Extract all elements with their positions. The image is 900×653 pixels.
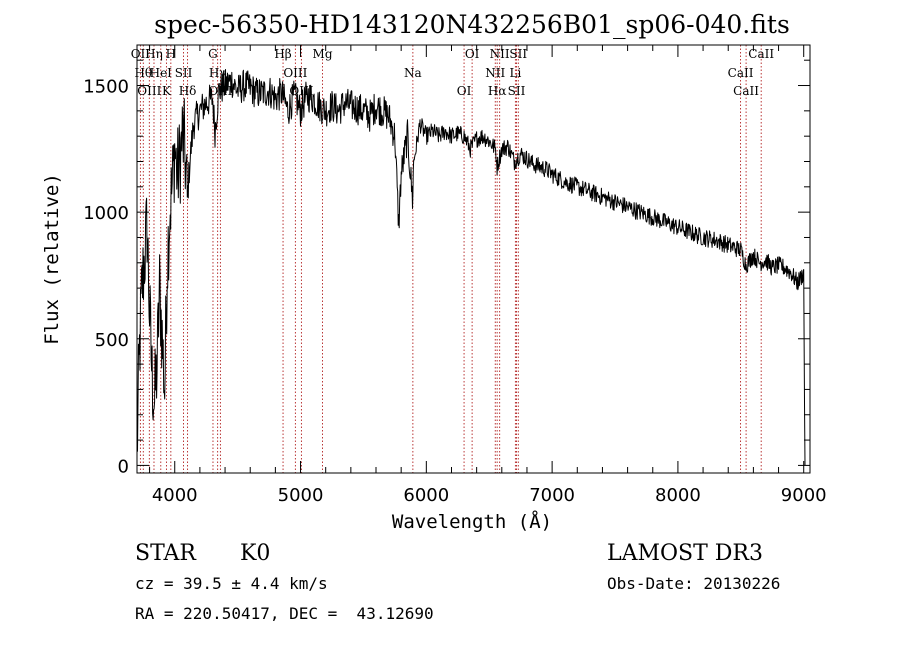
object-class: STAR [135, 541, 197, 566]
line-label: Hα [488, 84, 507, 98]
line-label: K [162, 84, 172, 98]
x-tick-label: 9000 [781, 485, 827, 506]
line-label: OI [465, 47, 480, 61]
line-label: H [166, 47, 176, 61]
line-label: Mg [313, 47, 333, 61]
redshift-cz: cz = 39.5 ± 4.4 km/s [135, 574, 328, 593]
line-label: SII [175, 66, 193, 80]
axis-tick-labels: 4000 5000 6000 7000 8000 9000 0 500 1000 1500 [83, 77, 826, 506]
line-label: Hγ [209, 66, 227, 80]
line-label: Li [509, 66, 521, 80]
line-label: Na [404, 66, 422, 80]
spectral-line-labels: OIIHθOIIIHηHeIKHSIIHδGHγOIIIHβOIIIOIIIMg… [131, 47, 775, 98]
line-label: Hθ [134, 66, 152, 80]
y-tick-label: 1500 [83, 77, 129, 98]
line-label: NII [485, 66, 505, 80]
observation-date: Obs-Date: 20130226 [607, 574, 780, 593]
y-tick-label: 0 [118, 456, 129, 477]
flux-series [136, 69, 806, 466]
axis-ticks [137, 45, 810, 473]
x-axis-title: Wavelength (Å) [392, 510, 552, 533]
spectral-line-markers [139, 45, 762, 473]
y-tick-label: 500 [95, 330, 129, 351]
x-tick-label: 7000 [529, 485, 575, 506]
object-subclass: K0 [240, 541, 270, 566]
plot-frame [136, 44, 811, 474]
x-tick-label: 6000 [403, 485, 449, 506]
line-label: CaII [728, 66, 754, 80]
x-tick-label: 5000 [278, 485, 324, 506]
y-axis-title: Flux (relative) [41, 173, 63, 345]
line-label: OIII [283, 66, 307, 80]
survey-name: LAMOST DR3 [607, 541, 763, 566]
line-label: CaII [733, 84, 759, 98]
line-label: SII [508, 84, 526, 98]
line-label: G [208, 47, 218, 61]
x-tick-label: 8000 [655, 485, 701, 506]
line-label: OIII [137, 84, 161, 98]
line-label: SII [509, 47, 527, 61]
chart-title: spec-56350-HD143120N432256B01_sp06-040.f… [154, 10, 790, 39]
flux-line [136, 69, 806, 466]
line-label: OI [457, 84, 472, 98]
ra-dec-coordinates: RA = 220.50417, DEC = 43.12690 [135, 604, 434, 623]
line-label: NII [490, 47, 510, 61]
x-tick-label: 4000 [152, 485, 198, 506]
line-label: Hη [145, 47, 163, 61]
y-tick-label: 1000 [83, 203, 129, 224]
line-label: CaII [748, 47, 774, 61]
line-label: Hδ [179, 84, 197, 98]
line-label: Hβ [274, 47, 291, 61]
line-label: OII [131, 47, 151, 61]
line-label: HeI [150, 66, 173, 80]
